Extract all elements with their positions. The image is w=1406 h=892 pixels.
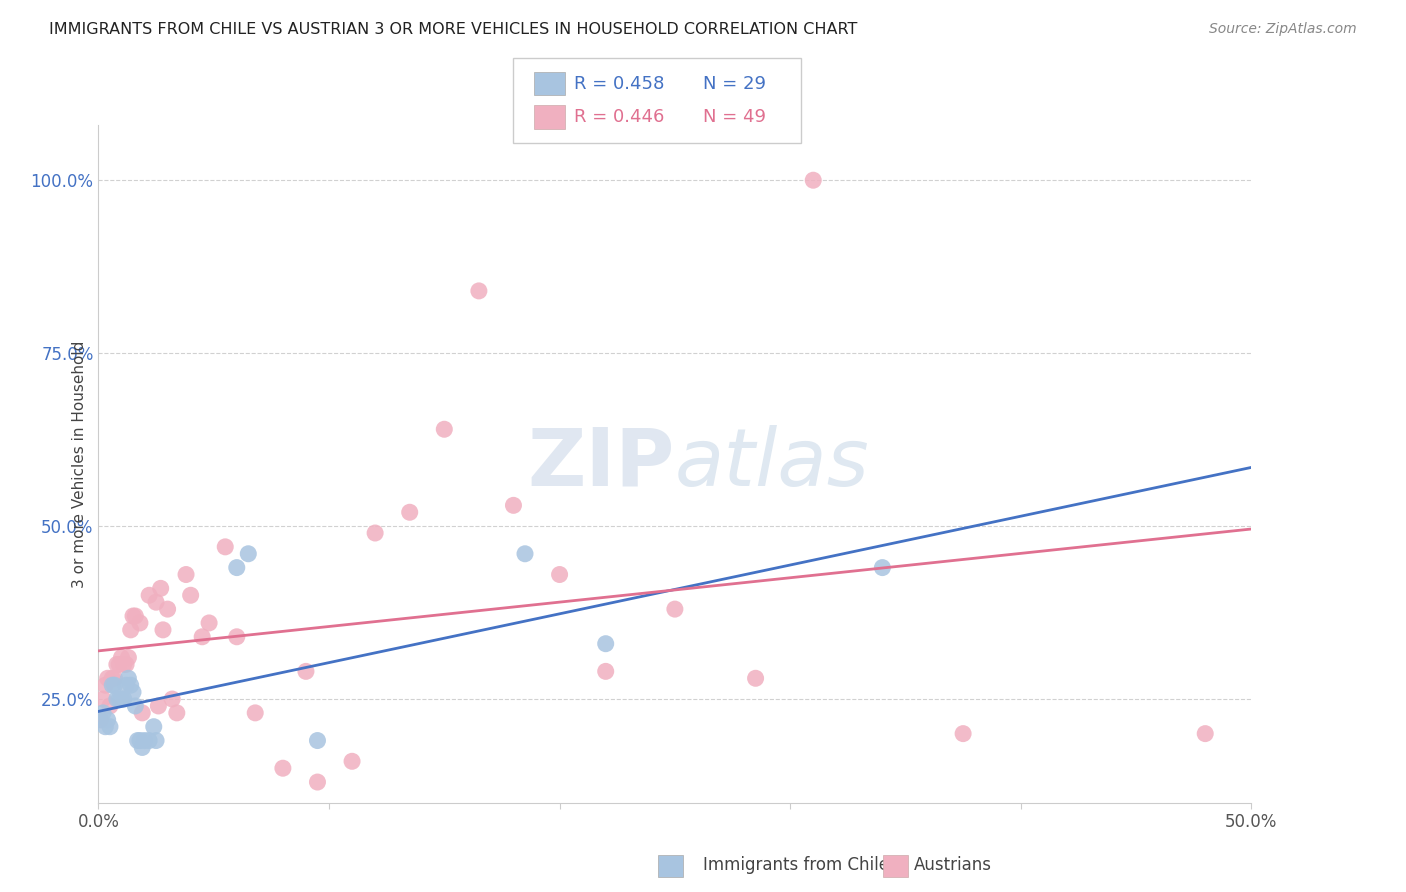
- Point: [117, 650, 139, 665]
- Point: [98, 720, 121, 734]
- Point: [97, 713, 120, 727]
- Point: [1194, 726, 1216, 740]
- Point: [872, 560, 894, 574]
- Point: [548, 567, 571, 582]
- Point: [145, 733, 167, 747]
- Text: Austrians: Austrians: [914, 856, 991, 874]
- Text: Source: ZipAtlas.com: Source: ZipAtlas.com: [1209, 22, 1357, 37]
- Point: [156, 602, 179, 616]
- Point: [138, 733, 160, 747]
- Point: [105, 692, 128, 706]
- Text: N = 29: N = 29: [703, 75, 766, 93]
- Text: R = 0.446: R = 0.446: [574, 108, 664, 126]
- Point: [115, 678, 138, 692]
- Text: atlas: atlas: [675, 425, 870, 503]
- Point: [90, 713, 112, 727]
- Point: [131, 706, 153, 720]
- Point: [245, 706, 267, 720]
- Text: IMMIGRANTS FROM CHILE VS AUSTRIAN 3 OR MORE VEHICLES IN HOUSEHOLD CORRELATION CH: IMMIGRANTS FROM CHILE VS AUSTRIAN 3 OR M…: [49, 22, 858, 37]
- Point: [105, 657, 128, 672]
- Point: [191, 630, 214, 644]
- Point: [166, 706, 188, 720]
- Point: [307, 775, 329, 789]
- Point: [124, 698, 146, 713]
- Point: [595, 637, 617, 651]
- Point: [103, 671, 125, 685]
- Point: [160, 692, 183, 706]
- Text: Immigrants from Chile: Immigrants from Chile: [703, 856, 889, 874]
- Point: [513, 547, 536, 561]
- Text: N = 49: N = 49: [703, 108, 766, 126]
- Point: [148, 698, 170, 713]
- Point: [174, 567, 197, 582]
- Point: [94, 678, 117, 692]
- Point: [744, 671, 766, 685]
- Point: [198, 615, 221, 630]
- Point: [120, 623, 142, 637]
- Point: [129, 615, 152, 630]
- Point: [103, 678, 125, 692]
- Point: [295, 665, 318, 679]
- Point: [127, 733, 149, 747]
- Point: [180, 588, 202, 602]
- Point: [101, 671, 124, 685]
- Point: [98, 698, 121, 713]
- Point: [595, 665, 617, 679]
- Point: [307, 733, 329, 747]
- Point: [112, 692, 135, 706]
- Point: [101, 678, 124, 692]
- Point: [142, 720, 165, 734]
- Point: [134, 733, 156, 747]
- Point: [131, 740, 153, 755]
- Text: ZIP: ZIP: [527, 425, 675, 503]
- Point: [152, 623, 174, 637]
- Point: [502, 499, 524, 513]
- Point: [129, 733, 152, 747]
- Point: [90, 713, 112, 727]
- Y-axis label: 3 or more Vehicles in Household: 3 or more Vehicles in Household: [72, 340, 87, 588]
- Point: [225, 630, 247, 644]
- Point: [108, 692, 131, 706]
- Point: [664, 602, 686, 616]
- Point: [364, 526, 387, 541]
- Text: R = 0.458: R = 0.458: [574, 75, 664, 93]
- Point: [91, 706, 114, 720]
- Point: [952, 726, 974, 740]
- Point: [138, 588, 160, 602]
- Point: [94, 720, 117, 734]
- Point: [122, 685, 145, 699]
- Point: [110, 650, 132, 665]
- Point: [433, 422, 456, 436]
- Point: [120, 678, 142, 692]
- Point: [115, 657, 138, 672]
- Point: [112, 657, 135, 672]
- Point: [238, 547, 260, 561]
- Point: [97, 671, 120, 685]
- Point: [124, 609, 146, 624]
- Point: [117, 671, 139, 685]
- Point: [214, 540, 236, 554]
- Point: [91, 692, 114, 706]
- Point: [801, 173, 824, 187]
- Point: [468, 284, 491, 298]
- Point: [122, 609, 145, 624]
- Point: [110, 692, 132, 706]
- Point: [398, 505, 420, 519]
- Point: [108, 657, 131, 672]
- Point: [145, 595, 167, 609]
- Point: [340, 754, 363, 768]
- Point: [225, 560, 247, 574]
- Point: [271, 761, 294, 775]
- Point: [149, 582, 172, 596]
